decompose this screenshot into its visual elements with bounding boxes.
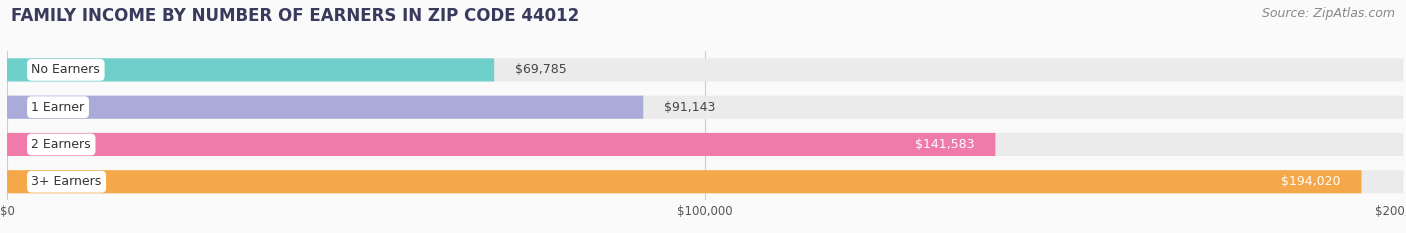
Text: $69,785: $69,785 <box>515 63 567 76</box>
Text: Source: ZipAtlas.com: Source: ZipAtlas.com <box>1261 7 1395 20</box>
FancyBboxPatch shape <box>7 96 644 119</box>
FancyBboxPatch shape <box>7 133 1403 156</box>
Text: 3+ Earners: 3+ Earners <box>31 175 101 188</box>
FancyBboxPatch shape <box>7 96 1403 119</box>
Text: $194,020: $194,020 <box>1281 175 1340 188</box>
Text: $91,143: $91,143 <box>664 101 716 114</box>
Text: FAMILY INCOME BY NUMBER OF EARNERS IN ZIP CODE 44012: FAMILY INCOME BY NUMBER OF EARNERS IN ZI… <box>11 7 579 25</box>
Text: No Earners: No Earners <box>31 63 100 76</box>
Text: 2 Earners: 2 Earners <box>31 138 91 151</box>
Text: $141,583: $141,583 <box>915 138 974 151</box>
FancyBboxPatch shape <box>7 133 995 156</box>
FancyBboxPatch shape <box>7 170 1361 193</box>
FancyBboxPatch shape <box>7 58 494 82</box>
FancyBboxPatch shape <box>7 170 1403 193</box>
Text: 1 Earner: 1 Earner <box>31 101 84 114</box>
FancyBboxPatch shape <box>7 58 1403 82</box>
